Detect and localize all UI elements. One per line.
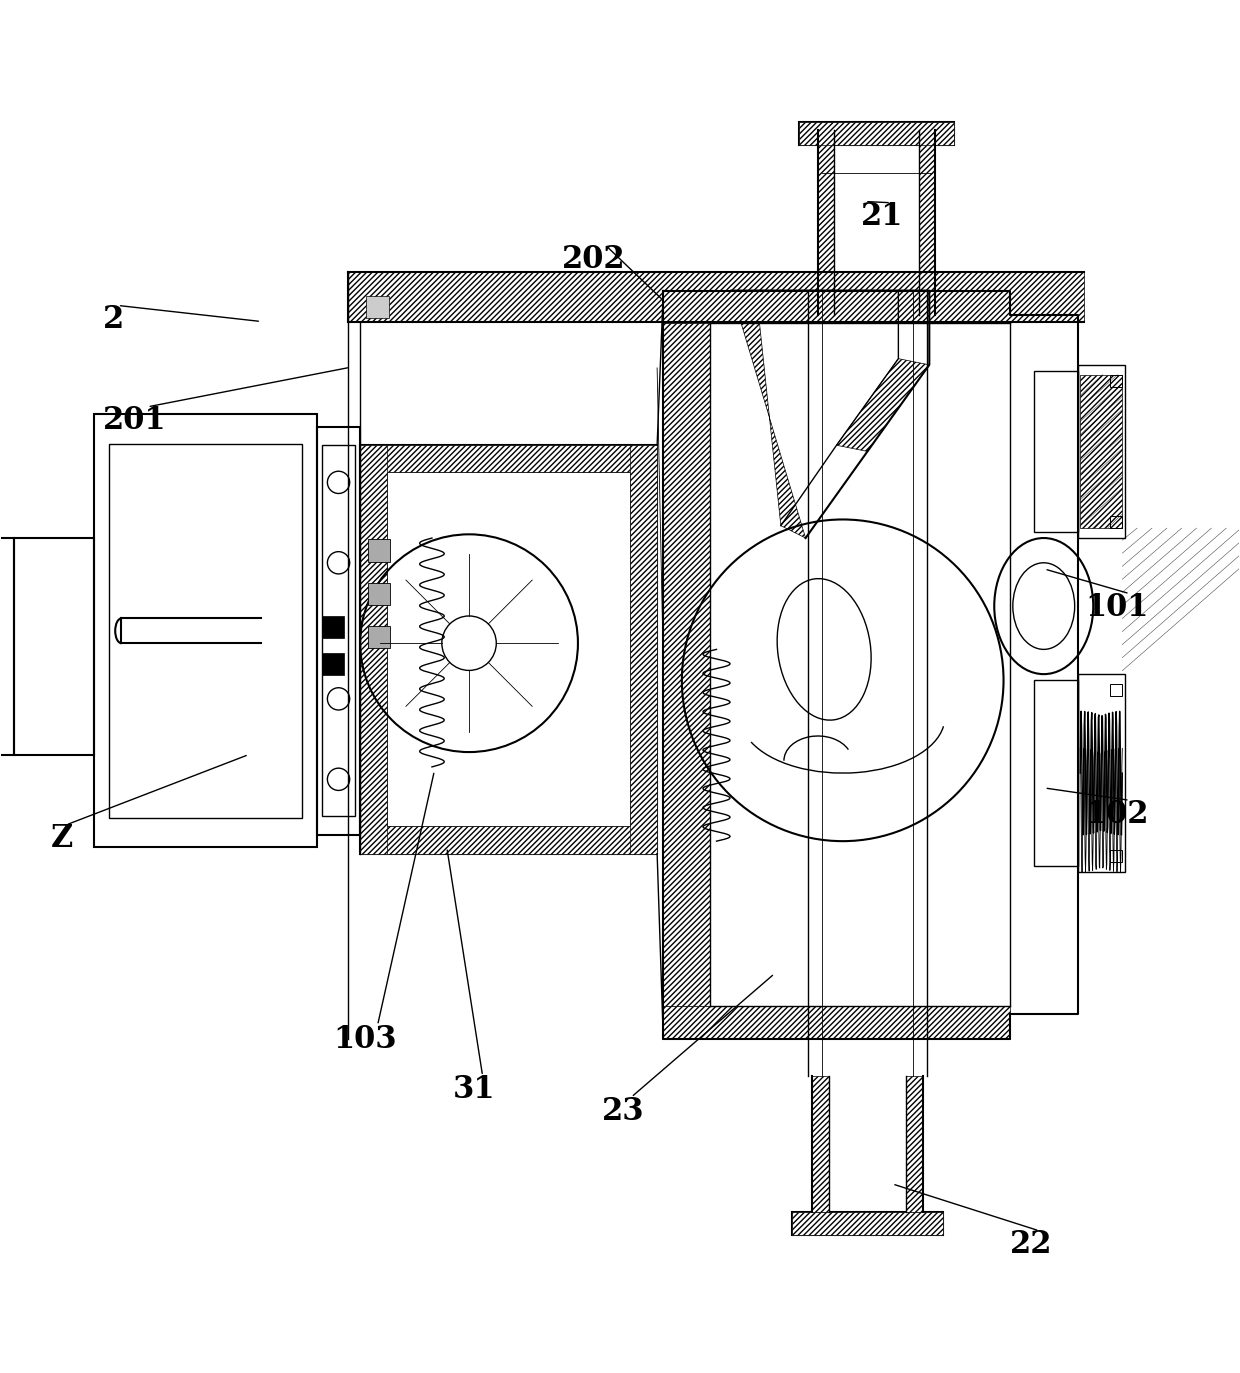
Polygon shape — [919, 130, 935, 316]
Text: 101: 101 — [1085, 592, 1148, 623]
Bar — [360, 445, 657, 854]
Polygon shape — [800, 122, 954, 144]
Bar — [1110, 516, 1122, 529]
Bar — [1110, 684, 1122, 696]
Text: Z: Z — [51, 824, 73, 854]
Text: 103: 103 — [334, 1024, 397, 1054]
Bar — [367, 582, 389, 605]
Bar — [14, 538, 94, 755]
Polygon shape — [818, 130, 835, 316]
Polygon shape — [663, 324, 711, 1006]
Bar — [1110, 375, 1122, 387]
Text: 23: 23 — [601, 1096, 644, 1126]
Bar — [387, 472, 630, 827]
Polygon shape — [360, 827, 657, 854]
Text: 102: 102 — [1085, 799, 1148, 829]
Bar — [792, 1212, 942, 1234]
Bar — [1078, 365, 1125, 538]
Bar — [1110, 850, 1122, 862]
Bar — [1034, 371, 1078, 531]
Polygon shape — [732, 291, 806, 538]
Bar — [322, 616, 343, 638]
Bar — [366, 295, 388, 317]
Bar — [94, 415, 317, 847]
Polygon shape — [905, 1076, 923, 1212]
Bar — [1034, 680, 1078, 866]
Bar — [322, 445, 355, 817]
Polygon shape — [360, 445, 387, 854]
Bar — [367, 540, 389, 562]
Text: 2: 2 — [103, 303, 124, 335]
Polygon shape — [837, 358, 929, 452]
Text: 21: 21 — [862, 200, 904, 232]
Polygon shape — [792, 1212, 942, 1234]
Bar — [0, 538, 14, 755]
Bar — [800, 122, 954, 144]
Polygon shape — [360, 445, 657, 472]
Text: 202: 202 — [562, 244, 625, 276]
Polygon shape — [347, 272, 1084, 321]
Text: 22: 22 — [1009, 1229, 1053, 1260]
Polygon shape — [1080, 375, 1122, 529]
Bar — [322, 654, 343, 676]
Bar — [317, 427, 360, 835]
Bar — [109, 443, 303, 818]
Polygon shape — [812, 1076, 830, 1212]
Bar — [367, 626, 389, 648]
Polygon shape — [630, 445, 657, 854]
Text: 31: 31 — [453, 1075, 496, 1105]
Polygon shape — [663, 291, 1009, 324]
Polygon shape — [663, 1006, 1009, 1039]
Text: 201: 201 — [103, 405, 166, 437]
Bar — [1078, 674, 1125, 872]
